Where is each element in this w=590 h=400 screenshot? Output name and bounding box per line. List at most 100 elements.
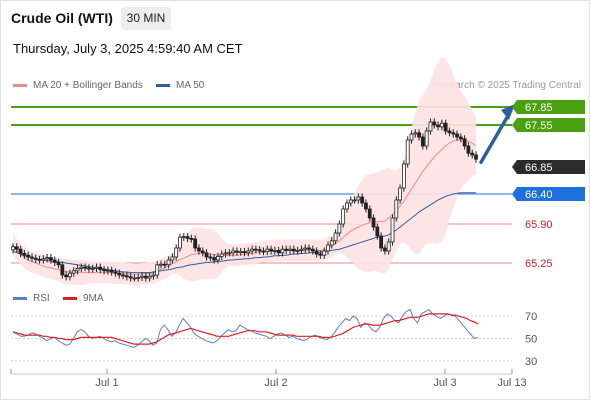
candle-73 <box>288 245 292 254</box>
candle-body <box>45 257 50 260</box>
candle-body <box>379 235 384 249</box>
candle-17 <box>75 264 80 275</box>
timeframe-button[interactable]: 30 MIN <box>121 7 171 30</box>
candle-89 <box>348 196 353 207</box>
candle-39 <box>159 260 163 269</box>
candle-36 <box>147 272 152 282</box>
level-label-67.85: 67.85 <box>512 100 585 114</box>
candle-119 <box>462 135 467 150</box>
candle-body <box>318 253 323 256</box>
candles <box>11 118 478 282</box>
candle-body <box>443 122 448 132</box>
candle-body <box>90 267 95 270</box>
candle-115 <box>447 127 452 137</box>
candle-112 <box>436 121 440 131</box>
candle-body <box>121 274 125 277</box>
candle-0 <box>11 243 15 254</box>
candle-46 <box>185 233 190 242</box>
candle-body <box>197 247 201 252</box>
candle-34 <box>140 272 144 281</box>
candle-body <box>253 248 258 251</box>
candle-body <box>356 196 361 201</box>
candle-37 <box>151 271 156 280</box>
legend-ma50-label: MA 50 <box>176 80 205 91</box>
candle-68 <box>269 245 273 255</box>
bollinger-band-fill <box>13 57 476 286</box>
candle-11 <box>52 256 57 266</box>
candle-44 <box>178 233 182 252</box>
level-label-text: 65.90 <box>525 219 553 231</box>
legend-ma20-label: MA 20 + Bollinger Bands <box>33 80 143 91</box>
candle-88 <box>345 199 349 213</box>
candle-body <box>83 266 88 269</box>
candle-16 <box>71 267 76 277</box>
candle-75 <box>295 246 300 255</box>
candle-body <box>87 267 91 270</box>
candle-101 <box>394 196 399 222</box>
candle-body <box>462 138 467 147</box>
candle-body <box>337 223 342 234</box>
candle-52 <box>208 253 213 262</box>
candle-25 <box>105 266 110 275</box>
candle-84 <box>329 237 334 249</box>
candle-121 <box>470 149 475 159</box>
candle-body <box>261 250 266 253</box>
candle-122 <box>474 151 478 163</box>
legend-ma20: MA 20 + Bollinger Bands <box>13 80 143 91</box>
candle-55 <box>219 250 224 260</box>
candle-4 <box>26 251 31 261</box>
candle-body <box>299 248 304 251</box>
candle-body <box>280 248 285 254</box>
candle-83 <box>326 241 330 255</box>
candle-90 <box>352 196 357 204</box>
candle-body <box>140 275 144 278</box>
candle-6 <box>33 254 38 263</box>
candle-body <box>390 217 395 243</box>
candle-body <box>439 122 444 128</box>
candle-43 <box>174 244 179 261</box>
candle-33 <box>136 273 141 282</box>
candle-120 <box>466 142 471 157</box>
candle-body <box>193 238 198 249</box>
candle-body <box>272 249 277 252</box>
candle-body <box>136 276 141 279</box>
candle-53 <box>212 254 217 264</box>
legend-ma50: MA 50 <box>156 80 204 91</box>
candle-40 <box>162 260 167 269</box>
level-label-text: 66.40 <box>525 189 553 201</box>
candle-body <box>37 258 42 261</box>
candle-87 <box>341 205 346 228</box>
candle-67 <box>265 245 270 256</box>
candle-28 <box>117 269 122 279</box>
forecast-arrow-shaft <box>479 112 511 164</box>
ma50-line <box>12 192 476 274</box>
candle-body <box>269 248 273 252</box>
candle-body <box>105 269 110 272</box>
candle-body <box>413 132 418 135</box>
x-label-0: Jul 1 <box>95 377 118 389</box>
candle-80 <box>314 247 319 258</box>
candle-3 <box>22 249 27 259</box>
candle-body <box>79 266 84 269</box>
candle-body <box>367 208 372 219</box>
candle-body <box>291 248 296 252</box>
candle-body <box>257 249 262 252</box>
candle-body <box>212 257 217 261</box>
candle-50 <box>200 247 205 257</box>
candle-body <box>303 247 308 250</box>
level-label-text: 67.85 <box>525 102 553 114</box>
candle-body <box>22 252 27 256</box>
candle-113 <box>439 119 444 131</box>
candle-body <box>30 256 34 259</box>
candle-45 <box>181 233 186 241</box>
candle-15 <box>68 269 72 281</box>
x-label-2: Jul 3 <box>433 377 456 389</box>
candle-body <box>250 248 254 252</box>
candle-body <box>314 250 319 255</box>
candle-74 <box>291 245 296 255</box>
level-label-65.90: 65.90 <box>525 219 553 231</box>
candle-49 <box>197 244 201 255</box>
candle-body <box>420 136 425 147</box>
candle-body <box>428 121 433 132</box>
